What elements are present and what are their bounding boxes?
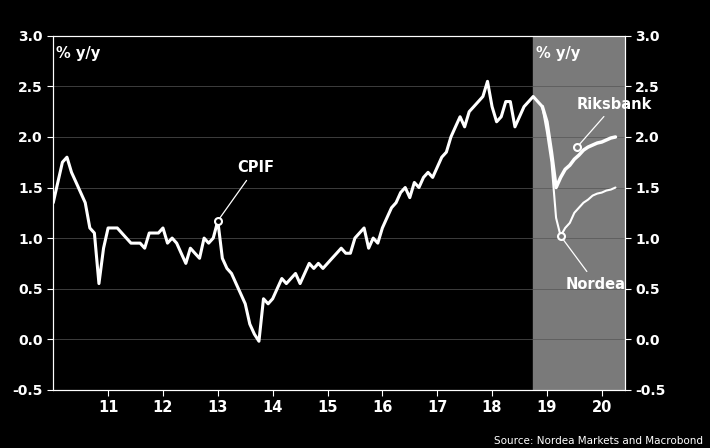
Text: CPIF: CPIF [219, 160, 274, 219]
Bar [533, 36, 625, 390]
Text: Nordea: Nordea [562, 238, 626, 292]
Text: Riksbank: Riksbank [577, 97, 652, 145]
Text: % y/y: % y/y [536, 47, 581, 61]
Text: % y/y: % y/y [56, 47, 100, 61]
Text: Source: Nordea Markets and Macrobond: Source: Nordea Markets and Macrobond [494, 436, 703, 446]
